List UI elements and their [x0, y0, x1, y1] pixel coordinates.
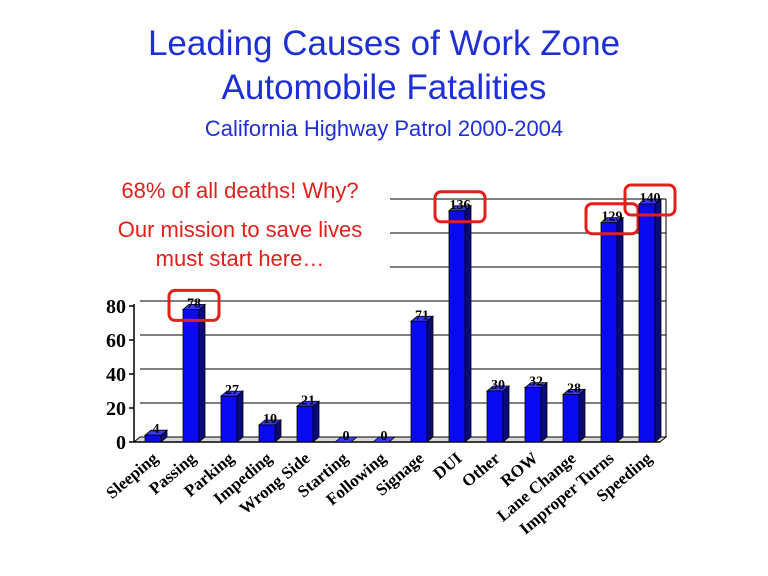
bar-impeding — [258, 424, 276, 443]
x-tick-label: Sleeping — [102, 448, 162, 502]
bar-parking — [220, 395, 238, 443]
highlight-box — [584, 202, 640, 236]
bar-other — [486, 390, 504, 443]
bar-wrong-side — [296, 405, 314, 443]
highlight-box — [167, 288, 221, 322]
data-label: 4 — [153, 422, 160, 437]
bar-speeding — [638, 203, 656, 443]
y-tick-label: 20 — [106, 398, 126, 420]
y-tick-label: 80 — [106, 296, 126, 318]
data-label: 27 — [225, 383, 239, 398]
chart-subtitle: California Highway Patrol 2000-2004 — [204, 116, 564, 141]
data-label: 21 — [301, 393, 315, 408]
bar-dui — [448, 210, 466, 443]
bar-side — [654, 198, 662, 443]
chart-title-line2: Automobile Fatalities — [221, 68, 547, 107]
bar-row — [524, 387, 542, 443]
y-tick-label: 0 — [116, 432, 126, 454]
bar-following — [371, 436, 397, 443]
bar-passing — [182, 308, 200, 443]
data-label: 136 — [450, 198, 471, 213]
data-label: 30 — [491, 378, 505, 393]
bar-side — [426, 315, 434, 443]
bar-side — [578, 388, 586, 443]
chart-title-line1: Leading Causes of Work Zone — [147, 24, 621, 63]
data-label: 32 — [529, 375, 543, 390]
x-tick-label: Other — [458, 448, 504, 491]
highlight-box — [623, 183, 677, 217]
highlight-box — [433, 190, 487, 224]
callout-line3: must start here… — [155, 246, 325, 271]
bar-side — [502, 385, 510, 443]
data-label: 78 — [187, 296, 201, 311]
bar-lane-change — [562, 393, 580, 443]
bar-side — [616, 216, 624, 443]
bar-side — [236, 390, 244, 443]
bar-side — [464, 204, 472, 443]
data-label: 71 — [415, 308, 429, 323]
data-label: 0 — [381, 429, 388, 444]
bar-side — [198, 303, 206, 443]
data-label: 140 — [640, 191, 661, 206]
callout-line1: 68% of all deaths! Why? — [121, 178, 359, 203]
bar-signage — [410, 320, 428, 443]
data-label: 0 — [343, 429, 350, 444]
data-label: 10 — [263, 412, 277, 427]
y-tick-label: 60 — [106, 330, 126, 352]
data-label: 28 — [567, 381, 581, 396]
callout-line2: Our mission to save lives — [117, 217, 363, 242]
bar-starting — [333, 436, 359, 443]
bar-side — [540, 381, 548, 443]
bar-sleeping — [144, 434, 162, 443]
data-label: 129 — [602, 210, 623, 225]
y-tick-label: 40 — [106, 364, 126, 386]
bar-improper-turns — [600, 222, 618, 443]
